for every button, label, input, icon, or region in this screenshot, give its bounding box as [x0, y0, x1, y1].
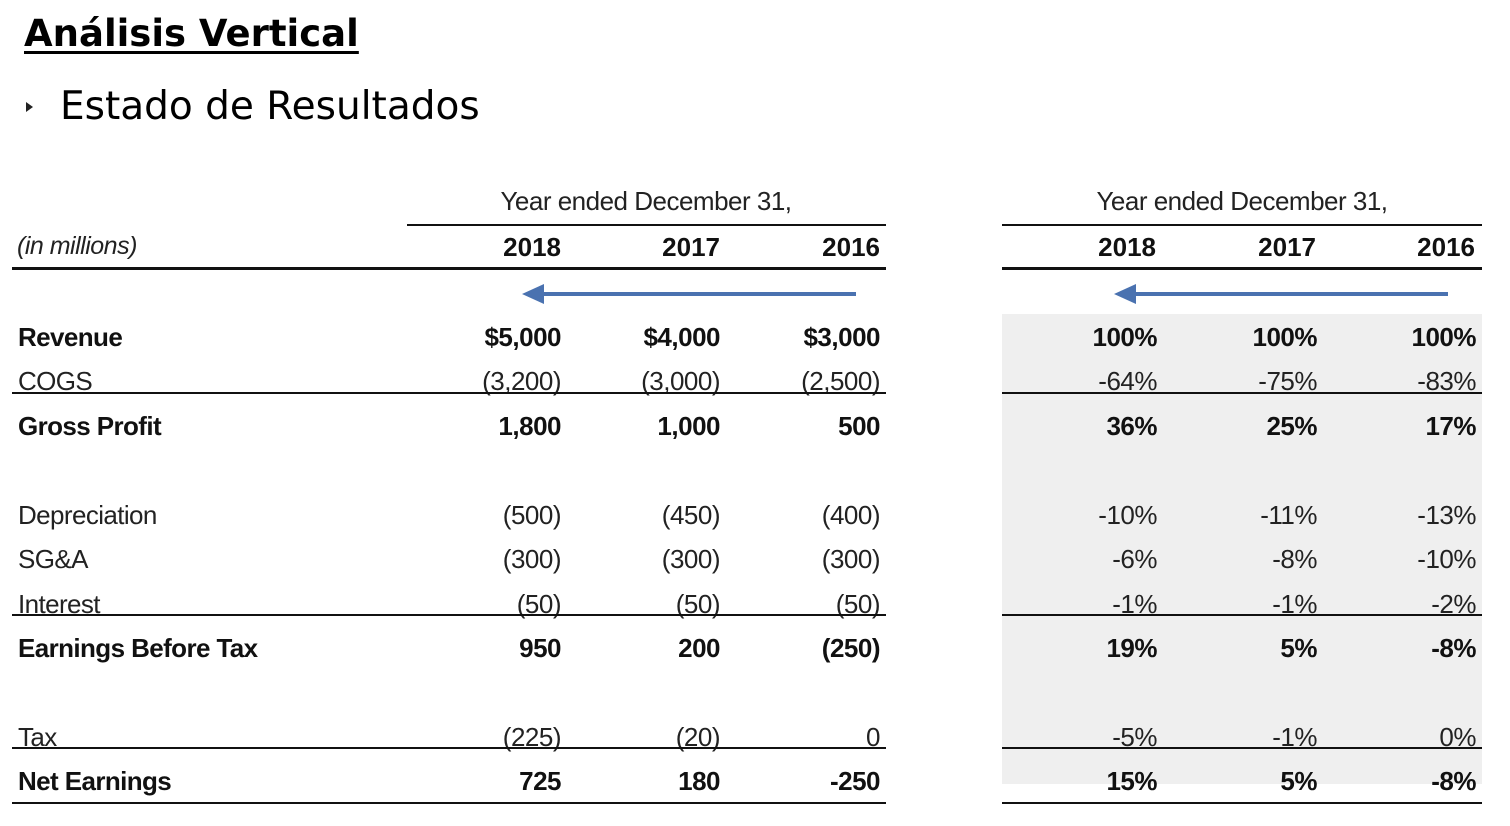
year-header-left-2016: 2016 [822, 232, 880, 262]
header-rule-right [1002, 224, 1482, 226]
amount-cell: (300) [502, 544, 562, 574]
row-label: Depreciation [18, 500, 157, 530]
amount-cell: (2,500) [801, 366, 880, 396]
amount-cell: $5,000 [484, 322, 561, 352]
left-arrow-icon [1114, 284, 1448, 304]
amount-cell: $3,000 [803, 322, 880, 352]
percent-cell: -10% [1417, 544, 1476, 574]
row-label: Earnings Before Tax [18, 633, 258, 663]
row-label: COGS [18, 366, 93, 396]
bottom-rule-left [12, 802, 886, 804]
amount-cell: 180 [678, 766, 720, 796]
amount-cell: 0 [866, 722, 880, 752]
header-thick-rule-left [12, 267, 886, 270]
amount-cell: (250) [821, 633, 881, 663]
amount-cell: (300) [661, 544, 721, 574]
amount-cell: -250 [829, 766, 881, 796]
percent-cell: -83% [1417, 366, 1476, 396]
amount-cell: 1,000 [657, 411, 720, 441]
percent-cell: 15% [1106, 766, 1157, 796]
percent-cell: 100% [1411, 322, 1477, 352]
amount-cell: (3,200) [482, 366, 561, 396]
row-rule-right [1002, 614, 1482, 616]
header-thick-rule-right [1002, 267, 1482, 270]
percent-cell: -64% [1098, 366, 1157, 396]
row-rule-right [1002, 392, 1482, 394]
period-header-left: Year ended December 31, [500, 186, 792, 216]
units-label: (in millions) [17, 232, 137, 260]
header-rule-left [407, 224, 886, 226]
row-rule-left [12, 747, 886, 749]
percent-cell: -8% [1431, 633, 1476, 663]
year-header-right-2018: 2018 [1098, 232, 1156, 262]
row-label: Net Earnings [18, 766, 172, 796]
amount-cell: 200 [678, 633, 720, 663]
percent-cell: -8% [1431, 766, 1476, 796]
percent-cell: 19% [1106, 633, 1157, 663]
left-arrow-icon [522, 284, 856, 304]
percent-cell: 17% [1425, 411, 1476, 441]
percent-cell: -10% [1098, 500, 1157, 530]
amount-cell: 500 [838, 411, 880, 441]
row-rule-right [1002, 747, 1482, 749]
period-header-right: Year ended December 31, [1096, 186, 1388, 216]
percent-cell: 5% [1280, 766, 1317, 796]
amount-cell: 1,800 [498, 411, 561, 441]
amount-cell: (500) [502, 500, 562, 530]
bullet-triangle-icon [26, 101, 33, 112]
percent-cell: 100% [1092, 322, 1158, 352]
percent-cell: -6% [1112, 544, 1157, 574]
amount-cell: (3,000) [641, 366, 720, 396]
year-header-right-2017: 2017 [1258, 232, 1316, 262]
year-header-left-2018: 2018 [503, 232, 561, 262]
year-header-left-2017: 2017 [662, 232, 720, 262]
amount-cell: 725 [519, 766, 561, 796]
percent-cell: -8% [1272, 544, 1317, 574]
percent-cell: -75% [1258, 366, 1317, 396]
slide-subtitle: Estado de Resultados [60, 84, 480, 129]
bottom-rule-right [1002, 802, 1482, 804]
percent-cell: 25% [1266, 411, 1317, 441]
amount-cell: (300) [821, 544, 881, 574]
amount-cell: (450) [661, 500, 721, 530]
percent-cell: 5% [1280, 633, 1317, 663]
row-rule-left [12, 392, 886, 394]
amount-cell: 950 [519, 633, 561, 663]
amount-cell: $4,000 [643, 322, 720, 352]
row-label: Gross Profit [18, 411, 162, 441]
year-header-right-2016: 2016 [1417, 232, 1475, 262]
amount-cell: (400) [821, 500, 881, 530]
row-label: SG&A [18, 544, 88, 574]
slide-title: Análisis Vertical [24, 12, 359, 55]
row-label: Revenue [18, 322, 123, 352]
percent-cell: -13% [1417, 500, 1476, 530]
row-rule-left [12, 614, 886, 616]
bullet-item: Estado de Resultados [26, 84, 480, 129]
percent-cell: 36% [1106, 411, 1157, 441]
percent-cell: -11% [1260, 500, 1317, 530]
percent-cell: 100% [1252, 322, 1318, 352]
